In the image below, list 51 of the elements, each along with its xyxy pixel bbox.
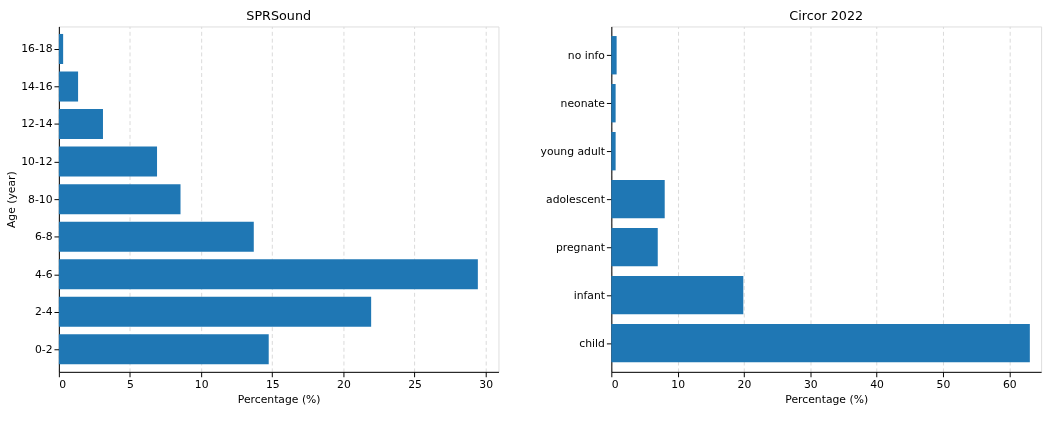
x-tick-label: 5 [127, 378, 134, 392]
y-tick-label: no info [567, 48, 605, 62]
bar [611, 36, 617, 75]
x-tick-label: 20 [737, 378, 752, 392]
bar [58, 221, 254, 252]
y-tick-label: child [579, 336, 605, 350]
y-axis-title: Age (year) [5, 171, 19, 229]
x-tick-label: 50 [936, 378, 951, 392]
bar [58, 184, 181, 215]
bar [58, 296, 372, 327]
x-tick-label: 30 [479, 378, 494, 392]
y-tick-label: 16-18 [21, 42, 53, 56]
x-tick-label: 40 [870, 378, 885, 392]
y-tick-label: adolescent [546, 192, 605, 206]
x-axis-title: Percentage (%) [237, 392, 321, 406]
y-tick-label: pregnant [555, 240, 605, 254]
bar [58, 33, 64, 64]
bar [611, 131, 616, 171]
y-tick-label: 6-8 [34, 230, 53, 244]
bar [58, 146, 158, 177]
bar [58, 71, 79, 102]
y-tick-label: 8-10 [28, 192, 53, 206]
bar [611, 179, 665, 219]
x-tick-label: 0 [59, 378, 67, 392]
x-tick-label: 15 [265, 378, 280, 392]
y-tick-label: young adult [540, 144, 605, 158]
x-tick-label: 20 [337, 378, 351, 392]
y-tick-label: neonate [560, 96, 606, 110]
bar [58, 109, 103, 140]
x-axis-title: Percentage (%) [785, 392, 869, 406]
y-tick-label: 10-12 [21, 155, 53, 169]
chart-title: SPRSound [246, 7, 312, 23]
x-tick-label: 0 [611, 378, 619, 392]
x-tick-label: 30 [803, 378, 818, 392]
y-tick-label: 4-6 [34, 267, 53, 281]
y-tick-label: 2-4 [34, 305, 53, 319]
bar [611, 84, 616, 123]
bar [58, 334, 269, 365]
bar [611, 323, 1030, 363]
x-tick-label: 10 [671, 378, 686, 392]
x-tick-label: 10 [194, 378, 209, 392]
y-tick-label: 14-16 [21, 79, 53, 93]
bar [611, 275, 744, 315]
y-tick-label: 0-2 [34, 342, 53, 356]
x-tick-label: 60 [1002, 378, 1017, 392]
bar [58, 259, 478, 290]
bar [611, 227, 658, 267]
x-tick-label: 25 [408, 378, 422, 392]
chart-title: Circor 2022 [789, 7, 864, 23]
y-tick-label: infant [573, 288, 605, 302]
y-tick-label: 12-14 [21, 117, 53, 131]
